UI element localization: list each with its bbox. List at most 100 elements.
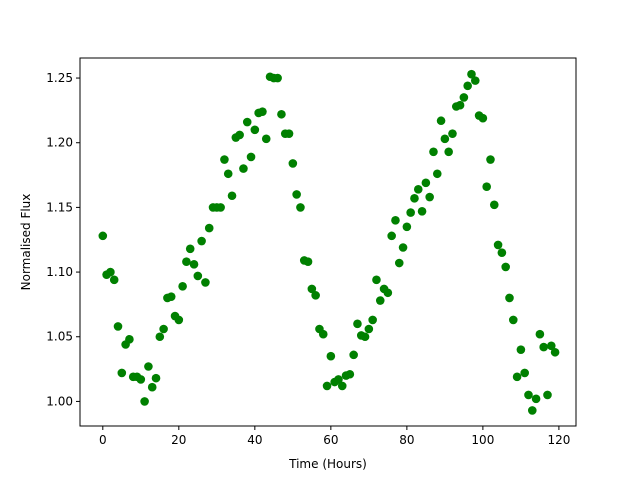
point [512, 372, 522, 382]
x-tick-label: 60 [323, 433, 338, 447]
point [311, 291, 320, 300]
point [242, 117, 252, 127]
point [125, 335, 134, 344]
point [429, 147, 438, 157]
point [455, 100, 465, 110]
point [505, 293, 514, 303]
point [360, 332, 370, 342]
point [421, 178, 431, 188]
point [470, 76, 480, 85]
point [463, 81, 472, 91]
x-tick-label: 120 [547, 433, 570, 447]
point [296, 203, 305, 212]
point [372, 275, 381, 285]
point [174, 315, 184, 325]
point [155, 332, 165, 342]
point [334, 375, 343, 384]
point [440, 134, 450, 144]
y-tick-label: 1.20 [46, 136, 73, 150]
point [185, 244, 195, 254]
point [543, 390, 552, 400]
point [109, 275, 119, 285]
point [201, 278, 210, 287]
point [303, 257, 313, 267]
point [436, 116, 446, 126]
point [261, 134, 271, 144]
point [204, 223, 214, 233]
point [284, 129, 294, 138]
point [501, 262, 510, 272]
point [307, 284, 317, 294]
point [459, 93, 469, 102]
y-tick-label: 1.10 [46, 265, 73, 279]
point [288, 159, 298, 168]
point [166, 292, 176, 301]
point [413, 184, 423, 194]
point [98, 231, 108, 241]
point [147, 382, 157, 392]
point [524, 390, 533, 400]
point [508, 315, 518, 325]
point [482, 182, 491, 192]
point [246, 152, 256, 162]
point [410, 194, 419, 203]
point [223, 169, 233, 179]
point [546, 341, 556, 351]
point [140, 397, 149, 406]
point [535, 329, 545, 339]
point [197, 236, 206, 246]
point [432, 169, 442, 179]
point [182, 257, 191, 267]
point [220, 155, 229, 164]
point [489, 200, 499, 210]
point [406, 208, 415, 217]
point [337, 381, 347, 391]
point [394, 258, 404, 268]
point [106, 267, 115, 277]
point [493, 240, 503, 250]
point [417, 206, 427, 216]
point [189, 260, 199, 269]
point [273, 73, 282, 83]
point [113, 322, 123, 331]
point [353, 319, 362, 329]
point [527, 406, 537, 415]
point [144, 362, 153, 371]
point [277, 109, 286, 119]
point [216, 203, 225, 212]
point [322, 381, 332, 391]
plot-frame [79, 57, 577, 427]
x-tick-label: 100 [471, 433, 494, 447]
x-axis-label: Time (Hours) [288, 457, 367, 471]
point [539, 342, 548, 352]
point [467, 69, 476, 79]
point [318, 329, 328, 339]
point [550, 347, 560, 357]
point [193, 271, 203, 281]
point [349, 350, 358, 360]
point [159, 324, 168, 334]
point [448, 129, 457, 138]
point [520, 368, 529, 378]
point [117, 368, 127, 378]
point [516, 345, 526, 354]
y-axis-label: Normalised Flux [19, 194, 33, 291]
point [250, 125, 260, 135]
point [398, 243, 408, 252]
x-tick-label: 40 [247, 433, 262, 447]
y-tick-label: 1.00 [46, 394, 73, 408]
x-tick-label: 0 [99, 433, 107, 447]
point [497, 248, 507, 257]
point [486, 155, 495, 164]
y-tick-label: 1.15 [46, 200, 73, 214]
x-tick-label: 20 [171, 433, 186, 447]
y-tick-label: 1.25 [46, 71, 73, 85]
point [292, 190, 301, 199]
point [383, 288, 393, 298]
point [478, 113, 488, 123]
point [258, 107, 267, 116]
point [136, 375, 146, 384]
point [239, 164, 248, 173]
point [345, 369, 355, 379]
